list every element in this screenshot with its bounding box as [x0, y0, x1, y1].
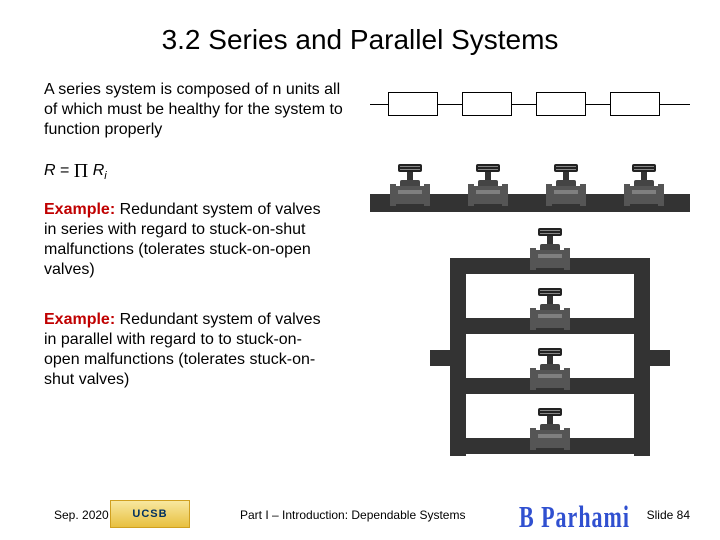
example-label-2: Example:: [44, 311, 115, 328]
series-block-diagram: [370, 86, 690, 126]
block-3: [536, 92, 586, 116]
footer-author: B Parhami: [519, 499, 630, 535]
parallel-valve-3: [530, 348, 570, 392]
parallel-valve-2: [530, 288, 570, 332]
footer-date: Sep. 2020: [54, 508, 109, 522]
footer-slide-number: Slide 84: [647, 508, 690, 522]
slide: 3.2 Series and Parallel Systems A series…: [0, 0, 720, 540]
block-4: [610, 92, 660, 116]
example-parallel-valves: Example: Redundant system of valves in p…: [44, 310, 334, 390]
series-valve-1: [390, 164, 430, 208]
formula-Ri: R: [88, 162, 104, 179]
formula-sub-i: i: [104, 170, 106, 182]
formula-product: Π: [74, 160, 88, 182]
series-definition: A series system is composed of n units a…: [44, 80, 344, 140]
inlet-pipe: [430, 350, 454, 366]
formula-R: R: [44, 162, 56, 179]
series-valve-4: [624, 164, 664, 208]
reliability-formula: R = Π Ri: [44, 160, 107, 183]
formula-eq: =: [56, 162, 74, 179]
block-2: [462, 92, 512, 116]
parallel-valve-4: [530, 408, 570, 452]
valve-series-diagram: [370, 150, 690, 220]
footer-part: Part I – Introduction: Dependable System…: [240, 508, 465, 522]
series-valve-3: [546, 164, 586, 208]
series-valve-2: [468, 164, 508, 208]
outlet-pipe: [646, 350, 670, 366]
valve-parallel-diagram: [430, 240, 670, 480]
example-label-1: Example:: [44, 201, 115, 218]
parallel-valve-1: [530, 228, 570, 272]
example-series-valves: Example: Redundant system of valves in s…: [44, 200, 334, 280]
footer: Sep. 2020 UCSB Part I – Introduction: De…: [0, 496, 720, 526]
slide-title: 3.2 Series and Parallel Systems: [0, 24, 720, 56]
ucsb-logo: UCSB: [110, 500, 190, 528]
block-1: [388, 92, 438, 116]
